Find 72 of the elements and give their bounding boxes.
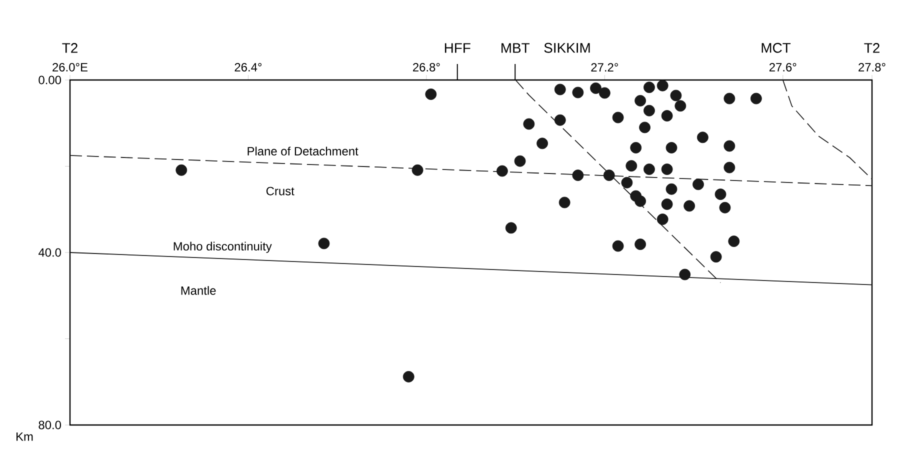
x-tick-label: 26.4° — [234, 63, 262, 72]
point — [505, 222, 517, 234]
point — [639, 122, 650, 134]
point — [724, 162, 736, 174]
point — [644, 104, 655, 116]
point — [630, 142, 642, 154]
point — [318, 238, 330, 250]
point — [425, 88, 437, 100]
point — [661, 110, 673, 122]
text: MCT — [762, 42, 791, 53]
point — [692, 178, 704, 190]
x-tick-label: 27.8° — [858, 63, 886, 72]
point — [412, 164, 424, 176]
point — [724, 140, 736, 152]
x-tick-label: 26.8° — [413, 63, 440, 72]
point — [572, 86, 584, 98]
point — [728, 236, 740, 247]
point — [644, 82, 655, 94]
point — [714, 188, 726, 200]
annotation: Moho discontinuity — [174, 242, 272, 253]
x-tick-label: 26.0°E — [52, 63, 88, 72]
point — [679, 268, 691, 280]
annotation: Mantle — [181, 286, 216, 295]
point — [634, 195, 646, 207]
point — [621, 176, 633, 188]
annotation: Plane of Detachment — [248, 146, 358, 156]
point — [674, 100, 686, 112]
text: SIKKIM — [544, 42, 590, 53]
point — [670, 90, 682, 102]
x-tick-label: 27.6° — [769, 63, 796, 72]
text: HFF — [444, 43, 470, 53]
point — [558, 196, 570, 208]
point — [612, 240, 624, 252]
point — [634, 238, 646, 250]
point — [612, 112, 624, 124]
point — [554, 114, 566, 126]
text: T2 — [62, 43, 78, 53]
y-tick-label: 0.00 — [38, 76, 62, 84]
point — [644, 164, 655, 175]
y-tick-label: 40.0 — [38, 248, 62, 257]
line-series — [782, 80, 872, 180]
point — [590, 82, 602, 94]
point — [554, 84, 566, 96]
point — [523, 118, 535, 130]
y-axis-title: Km — [16, 432, 33, 441]
point — [496, 165, 508, 177]
point — [696, 132, 708, 144]
point — [666, 142, 678, 154]
point — [684, 200, 696, 212]
point — [661, 198, 673, 210]
text: T2 — [864, 43, 880, 53]
point — [536, 138, 548, 150]
point — [656, 80, 668, 92]
point — [750, 92, 762, 104]
point — [634, 95, 646, 106]
point — [719, 202, 731, 214]
point — [656, 214, 668, 225]
point — [724, 92, 736, 104]
point — [710, 251, 722, 263]
point — [514, 155, 526, 167]
point — [661, 164, 673, 175]
x-tick-label: 27.2° — [591, 63, 618, 72]
y-tick-label: 80.0 — [38, 420, 62, 430]
point — [572, 170, 584, 182]
point — [603, 170, 615, 182]
point — [626, 160, 638, 172]
annotation: Crust — [266, 186, 294, 196]
point — [176, 164, 188, 176]
point — [598, 87, 610, 99]
point — [402, 371, 414, 382]
point — [666, 183, 678, 195]
text: MBT — [502, 43, 530, 53]
